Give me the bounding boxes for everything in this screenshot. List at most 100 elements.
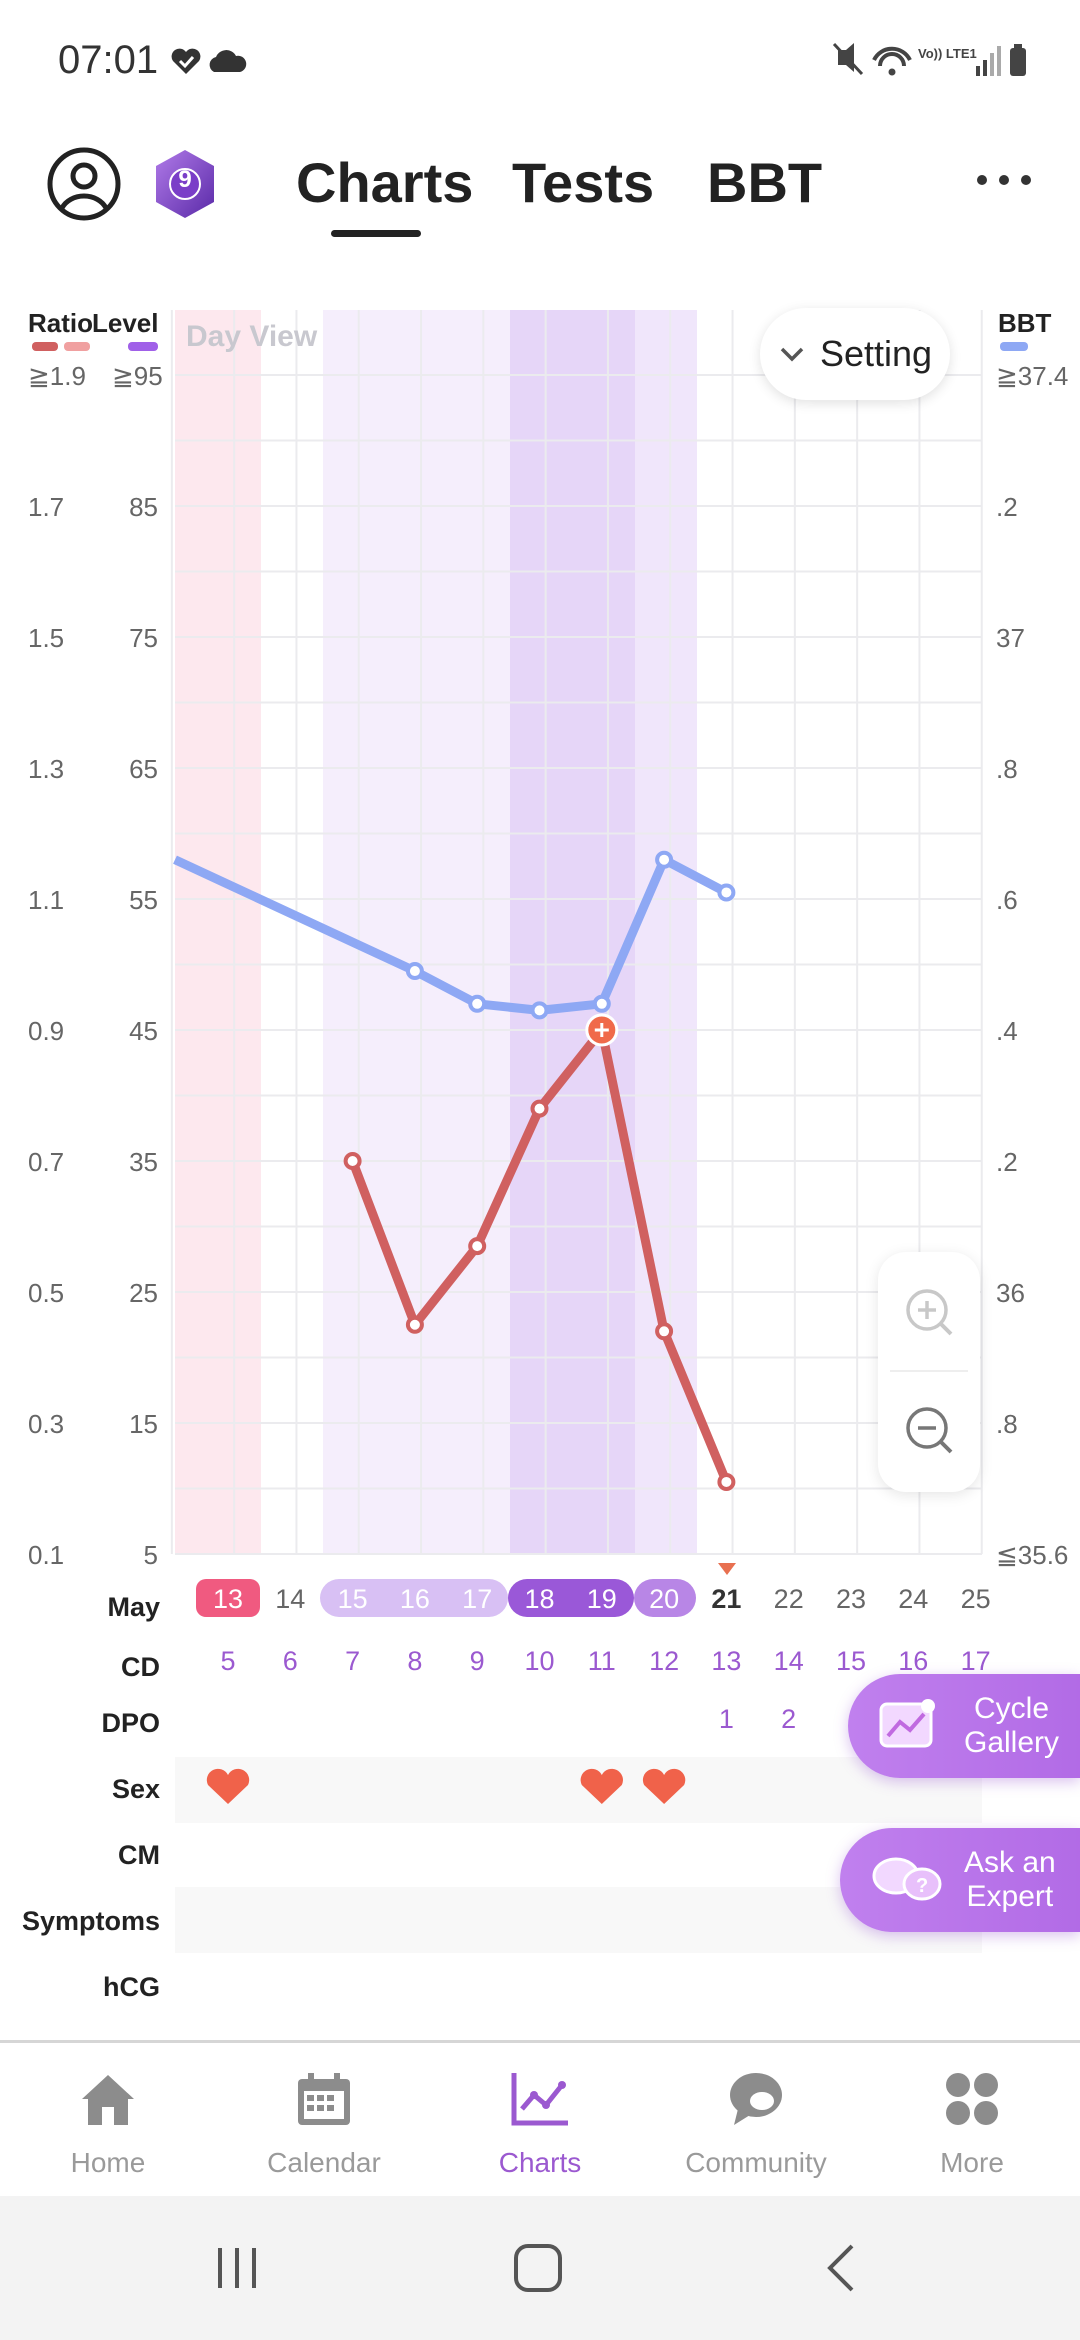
level-tick-label: 45 [129,1016,158,1046]
cd-value: 6 [283,1646,298,1676]
row-label-hcg: hCG [103,1972,160,2002]
home-icon [82,2075,134,2125]
date-label: 20 [649,1584,679,1614]
ask-expert-line2: Expert [966,1880,1054,1913]
more-dots-icon [977,175,1031,185]
status-left-icons [170,44,250,85]
level-point [530,1099,549,1118]
home-square-icon [514,2244,562,2292]
chart-canvas: ≧1.91.71.51.31.10.90.70.50.30.1≧95857565… [28,308,1068,1953]
bbt-point [530,1001,549,1020]
cd-value: 14 [774,1646,804,1676]
home-system-button[interactable] [510,2240,566,2301]
nav-charts[interactable]: Charts [432,2043,648,2199]
ask-expert-line1: Ask an [964,1846,1056,1879]
bbt-tick-label: .2 [996,492,1018,522]
more-grid-icon [946,2073,998,2125]
nav-home[interactable]: Home [0,2043,216,2199]
sex-heart-icon [642,1768,686,1804]
nav-calendar[interactable]: Calendar [216,2043,432,2199]
zoom-controls [878,1252,980,1492]
nav-community-label: Community [685,2147,827,2178]
cd-value: 8 [407,1646,422,1676]
level-point [717,1472,736,1491]
zoom-in-button[interactable] [899,1282,959,1342]
calendar-icon [298,2073,350,2125]
nav-community[interactable]: Community [648,2043,864,2199]
sex-heart-icon [206,1768,250,1804]
cd-value: 15 [836,1646,866,1676]
overflow-menu-button[interactable] [974,170,1034,195]
level-legend-swatch [128,342,158,351]
bbt-tick-label: 37 [996,623,1025,653]
level-point [468,1237,487,1256]
zoom-divider [890,1370,968,1372]
status-right-icons: Vo)) LTE1 [832,40,1032,85]
ask-expert-button[interactable]: ? Ask an Expert [840,1828,1080,1932]
ratio-tick-label: 1.1 [28,885,64,915]
date-label: 25 [961,1584,991,1614]
cycle-chart[interactable]: ≧1.9 1.7 1.5 1.3 1.1 0.9 0.7 0.5 0.3 0.1 ≧95 85 75 65… [0,290,1080,2050]
cycle-gallery-button[interactable]: Cycle Gallery [848,1674,1080,1778]
bbt-point [468,994,487,1013]
bbt-tick-label: 36 [996,1278,1025,1308]
cd-value: 12 [649,1646,679,1676]
bbt-point [405,962,424,981]
community-icon [730,2073,782,2125]
expert-chat-icon: ? [872,1857,942,1901]
back-system-button[interactable] [820,2240,860,2301]
cd-value: 13 [711,1646,741,1676]
level-tick-label: 15 [129,1409,158,1439]
level-axis-header: Level [92,308,159,338]
bbt-point [592,994,611,1013]
bbt-tick-label: .6 [996,885,1018,915]
cd-value: 11 [588,1646,616,1676]
level-tick-label: 85 [129,492,158,522]
tab-tests[interactable]: Tests [512,151,655,214]
chart-setting-button[interactable]: Setting [760,308,950,400]
nav-charts-label: Charts [498,2147,582,2178]
row-label-symptoms: Symptoms [21,1906,160,1936]
level-badge-number: 9 [178,166,192,193]
ratio-tick-label: 0.9 [28,1016,64,1046]
ask-expert-label: Ask an Expert [964,1846,1056,1914]
profile-avatar-button[interactable] [46,146,122,227]
recent-apps-icon [218,2248,256,2288]
cycle-gallery-line1: Cycle [974,1692,1050,1725]
sex-heart-icon [580,1768,623,1804]
date-label: 16 [400,1584,430,1614]
gallery-chart-icon [879,1699,935,1748]
late-fertile-date-pill [634,1579,696,1617]
bottom-nav: Home Calendar Charts Community More [0,2040,1080,2196]
tab-charts[interactable]: Charts [296,151,474,237]
bbt-legend-swatch [1000,342,1028,351]
level-tick-label: 35 [129,1147,158,1177]
zoom-out-button[interactable] [899,1400,959,1460]
cd-value: 7 [345,1646,360,1676]
nav-more[interactable]: More [864,2043,1080,2199]
nav-home-label: Home [70,2147,146,2178]
ratio-axis-header: Ratio [28,308,93,338]
network-label: Vo)) LTE1 [918,46,977,61]
recent-apps-button[interactable] [212,2240,262,2301]
row-label-dpo: DPO [101,1708,160,1738]
dpo-value: 1 [719,1704,734,1734]
level-tick-label: 75 [129,623,158,653]
level-badge-button[interactable]: 9 [150,146,220,227]
ratio-tick-label: 0.1 [28,1540,64,1570]
row-label-cd: CD [121,1652,160,1682]
ratio-tick-label: 1.5 [28,623,64,653]
cd-value: 9 [470,1646,485,1676]
cd-value: 5 [220,1646,235,1676]
fertile-band-late [635,310,697,1554]
bbt-tick-label: .4 [996,1016,1018,1046]
back-chevron-icon [827,2244,854,2292]
peak-date-pill [508,1579,634,1617]
bbt-tick-label: ≦35.6 [996,1540,1068,1570]
level-tick-label: ≧95 [112,361,163,391]
day-view-label: Day View [186,320,318,353]
date-label: 18 [524,1584,554,1614]
system-nav-bar [0,2196,1080,2340]
ratio-tick-label: 0.3 [28,1409,64,1439]
tab-bbt[interactable]: BBT [707,151,823,214]
